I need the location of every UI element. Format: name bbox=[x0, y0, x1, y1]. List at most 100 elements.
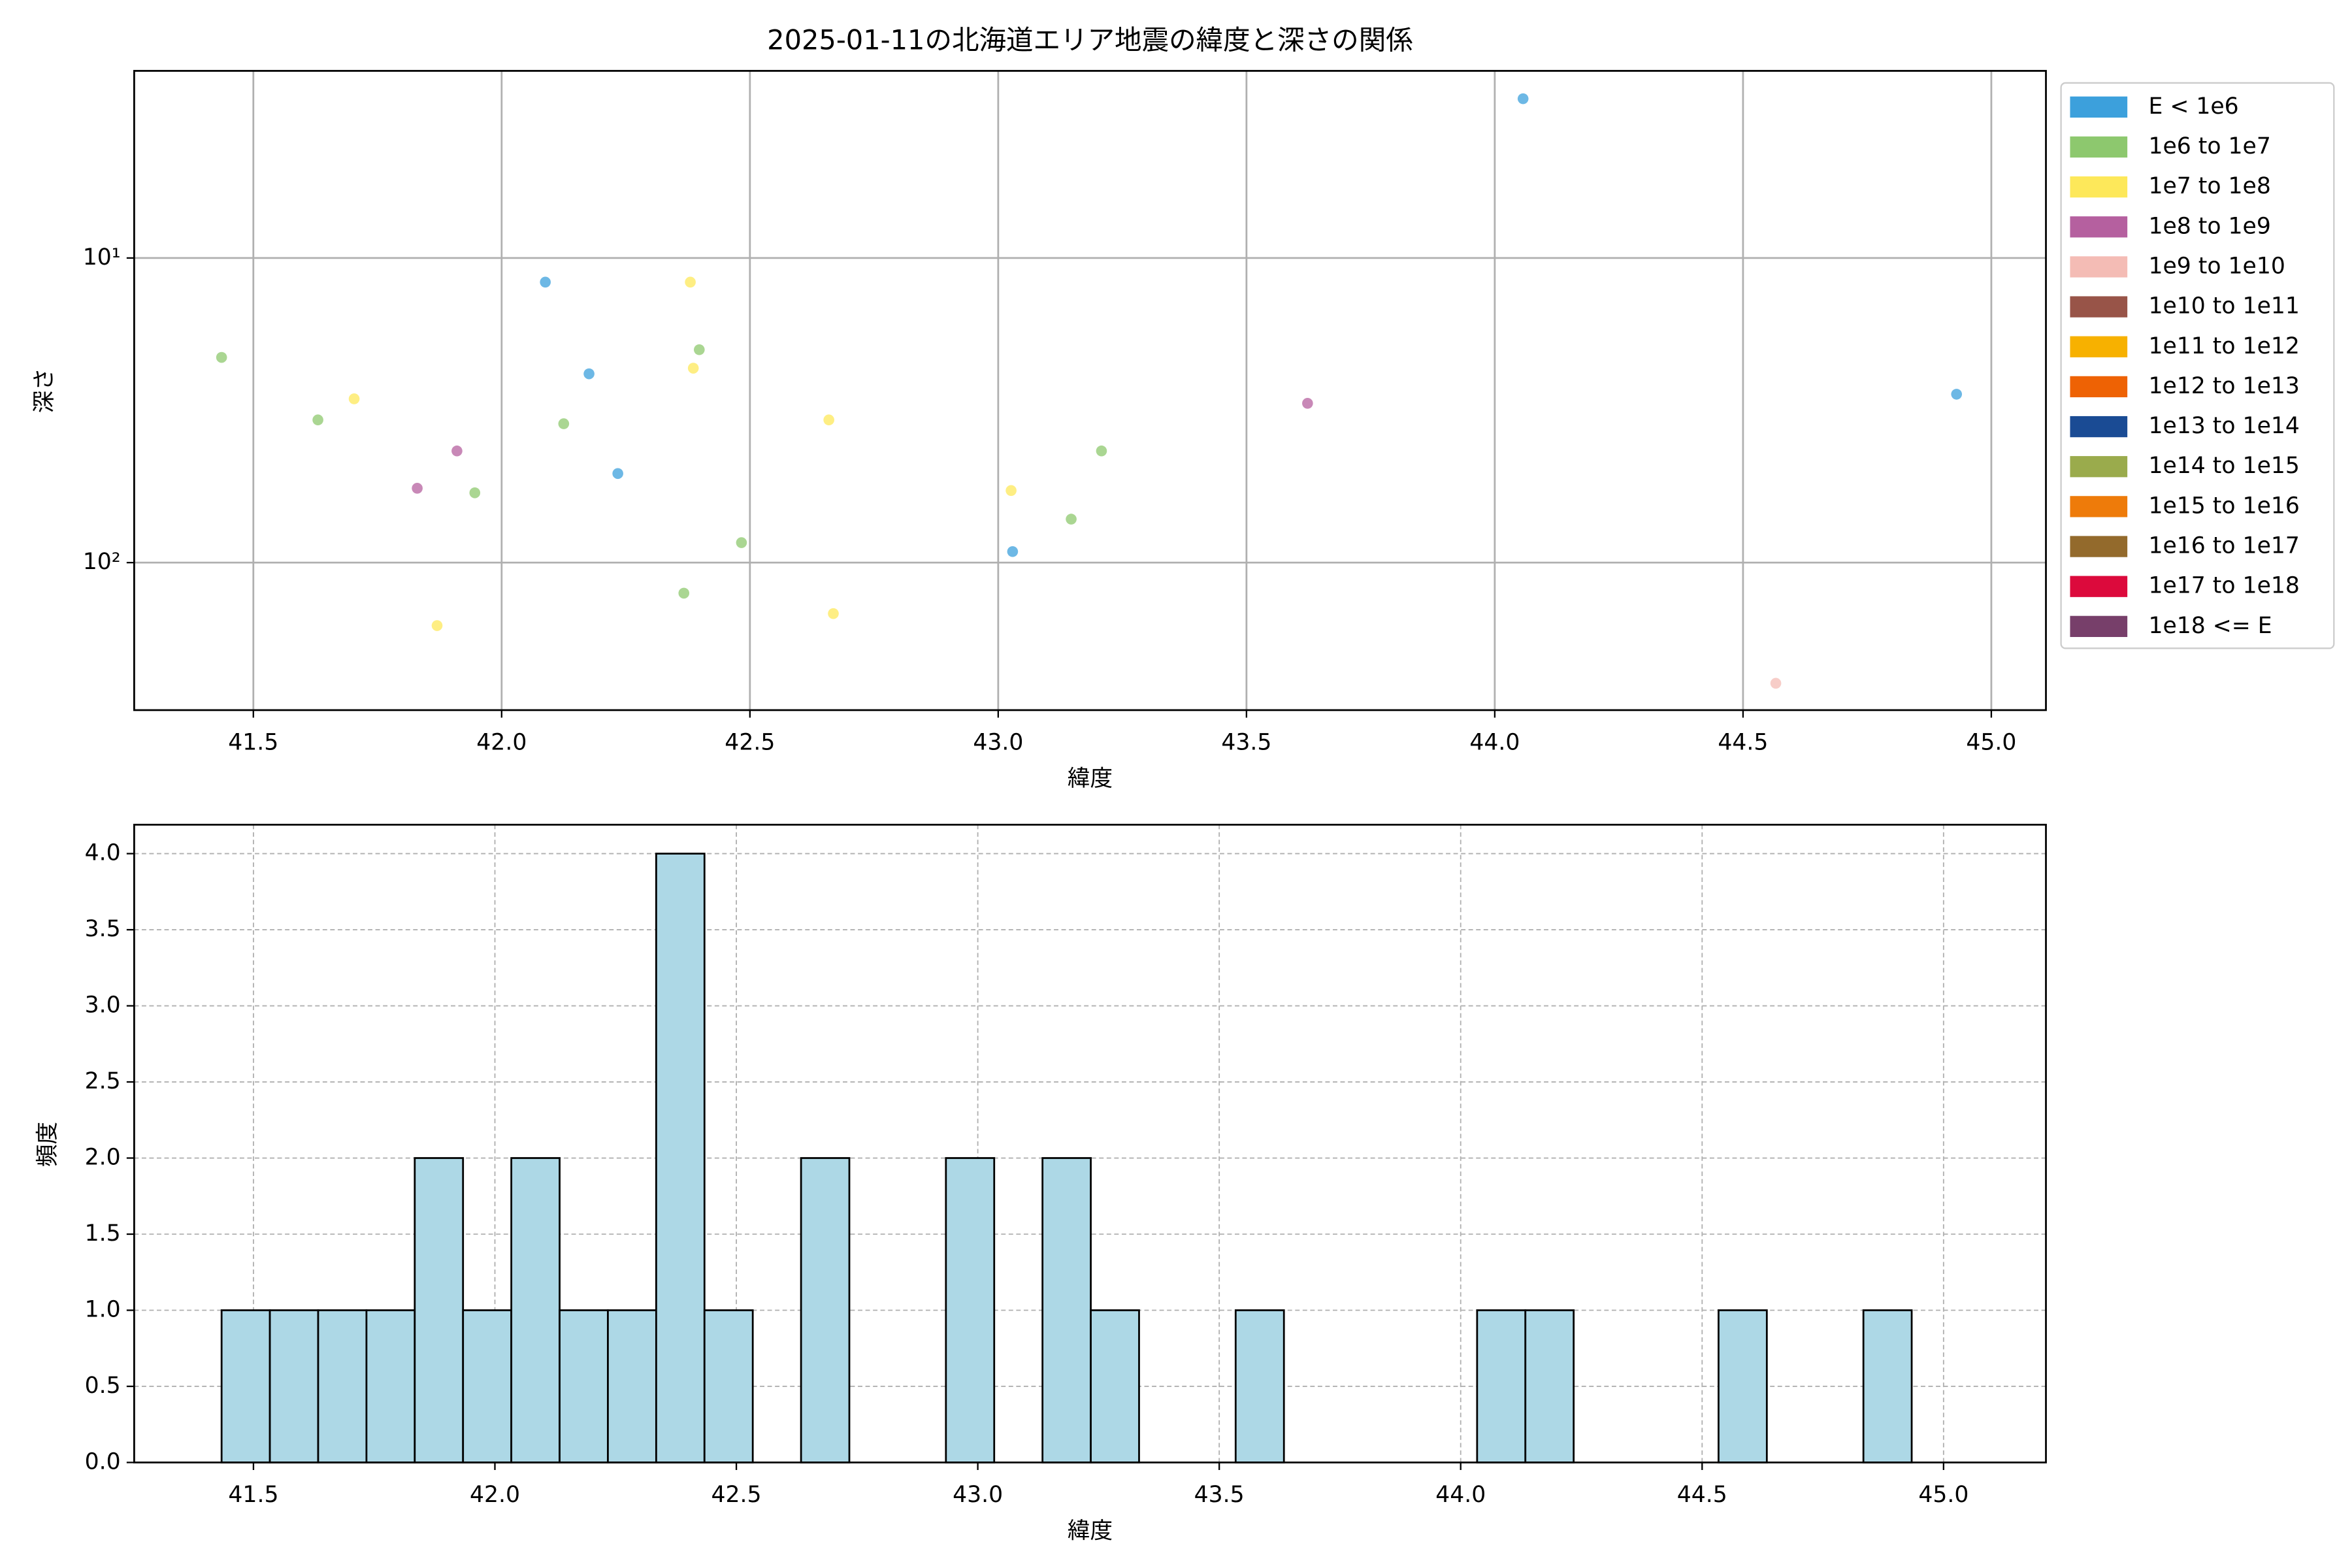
legend-label: E < 1e6 bbox=[2148, 93, 2238, 120]
y-tick-label: 1.0 bbox=[85, 1296, 121, 1322]
x-tick-label: 41.5 bbox=[228, 1482, 278, 1508]
legend-swatch bbox=[2070, 576, 2128, 597]
histogram-bar bbox=[703, 1309, 754, 1463]
y-tick-label: 10² bbox=[83, 549, 121, 575]
histogram-bar bbox=[1524, 1309, 1575, 1463]
scatter-point bbox=[678, 587, 690, 599]
legend-swatch bbox=[2070, 336, 2128, 357]
legend-swatch bbox=[2070, 615, 2128, 637]
legend-label: 1e13 to 1e14 bbox=[2148, 413, 2299, 439]
scatter-point bbox=[1066, 514, 1077, 525]
histogram-bar bbox=[559, 1309, 609, 1463]
histogram-bar bbox=[655, 853, 706, 1463]
y-axis-label: 深さ bbox=[31, 368, 57, 413]
x-tick-label: 42.0 bbox=[470, 1482, 520, 1508]
x-tick-label: 44.5 bbox=[1677, 1482, 1727, 1508]
scatter-point bbox=[1951, 389, 1963, 400]
legend-label: 1e14 to 1e15 bbox=[2148, 453, 2299, 479]
x-tick-label: 43.5 bbox=[1194, 1482, 1245, 1508]
histogram-bar bbox=[1234, 1309, 1285, 1463]
x-axis-label: 緯度 bbox=[1068, 766, 1113, 792]
y-tick-label: 3.5 bbox=[85, 916, 121, 942]
histogram-bar bbox=[945, 1157, 996, 1463]
scatter-point bbox=[1005, 485, 1017, 497]
histogram-bar bbox=[269, 1309, 319, 1463]
y-tick-label: 0.0 bbox=[85, 1448, 121, 1475]
legend-label: 1e9 to 1e10 bbox=[2148, 253, 2285, 279]
axes-frame bbox=[133, 823, 2047, 1463]
histogram-bar bbox=[317, 1309, 368, 1463]
legend-swatch bbox=[2070, 416, 2128, 438]
y-axis-label: 頻度 bbox=[35, 1122, 61, 1167]
histogram-bar bbox=[1862, 1309, 1913, 1463]
x-tick-label: 42.0 bbox=[476, 730, 527, 756]
y-tick-label: 3.0 bbox=[85, 992, 121, 1019]
scatter-point bbox=[1302, 398, 1313, 409]
scatter-point bbox=[1517, 93, 1529, 105]
histogram-bar bbox=[220, 1309, 271, 1463]
x-tick-label: 41.5 bbox=[228, 730, 278, 756]
x-tick-label: 43.0 bbox=[973, 730, 1023, 756]
x-tick-label: 45.0 bbox=[1918, 1482, 1968, 1508]
scatter-point bbox=[312, 414, 323, 426]
legend-swatch bbox=[2070, 176, 2128, 198]
scatter-point bbox=[1096, 445, 1107, 457]
scatter-point bbox=[1770, 678, 1782, 689]
scatter-point bbox=[736, 537, 747, 548]
scatter-point bbox=[1007, 546, 1019, 557]
x-tick-label: 44.0 bbox=[1469, 730, 1520, 756]
scatter-point bbox=[823, 414, 834, 426]
legend-label: 1e10 to 1e11 bbox=[2148, 293, 2299, 319]
x-tick-label: 44.5 bbox=[1718, 730, 1768, 756]
histogram-bar bbox=[1718, 1309, 1768, 1463]
scatter-point bbox=[694, 344, 705, 355]
y-tick-label: 2.5 bbox=[85, 1068, 121, 1094]
scatter-point bbox=[583, 368, 595, 380]
scatter-point bbox=[828, 608, 839, 619]
x-tick-label: 43.5 bbox=[1221, 730, 1271, 756]
histogram-bar bbox=[800, 1157, 851, 1463]
legend-swatch bbox=[2070, 496, 2128, 517]
scatter-point bbox=[687, 363, 699, 374]
histogram-bar bbox=[414, 1157, 465, 1463]
legend-label: 1e8 to 1e9 bbox=[2148, 213, 2270, 239]
y-tick-label: 0.5 bbox=[85, 1373, 121, 1399]
legend-label: 1e6 to 1e7 bbox=[2148, 133, 2270, 159]
legend-label: 1e17 to 1e18 bbox=[2148, 573, 2299, 599]
legend-swatch bbox=[2070, 536, 2128, 557]
scatter-point bbox=[431, 620, 443, 631]
scatter-point bbox=[412, 483, 423, 494]
legend-swatch bbox=[2070, 256, 2128, 278]
legend-label: 1e7 to 1e8 bbox=[2148, 173, 2270, 199]
y-tick-label: 10¹ bbox=[83, 244, 121, 270]
legend-label: 1e12 to 1e13 bbox=[2148, 373, 2299, 399]
scatter-point bbox=[348, 393, 360, 404]
scatter-point bbox=[540, 276, 551, 288]
scatter-point bbox=[685, 276, 696, 288]
x-tick-label: 42.5 bbox=[725, 730, 775, 756]
histogram-bar bbox=[510, 1157, 561, 1463]
legend-swatch bbox=[2070, 136, 2128, 158]
legend-swatch bbox=[2070, 456, 2128, 478]
histogram-bar bbox=[607, 1309, 657, 1463]
y-tick-label: 2.0 bbox=[85, 1145, 121, 1171]
histogram-bar bbox=[1476, 1309, 1527, 1463]
chart-title: 2025-01-11の北海道エリア地震の緯度と深さの関係 bbox=[767, 24, 1413, 56]
legend-box bbox=[2060, 82, 2335, 649]
x-tick-label: 42.5 bbox=[711, 1482, 762, 1508]
histogram-bar bbox=[1041, 1157, 1092, 1463]
scatter-point bbox=[216, 351, 227, 363]
legend-label: 1e18 <= E bbox=[2148, 613, 2272, 639]
histogram-bar bbox=[365, 1309, 416, 1463]
y-tick-label: 4.0 bbox=[85, 840, 121, 866]
legend-swatch bbox=[2070, 96, 2128, 118]
legend-label: 1e16 to 1e17 bbox=[2148, 533, 2299, 559]
y-tick-label: 1.5 bbox=[85, 1220, 121, 1247]
x-axis-label: 緯度 bbox=[1068, 1518, 1113, 1544]
scatter-point bbox=[612, 468, 623, 480]
histogram-bar bbox=[1090, 1309, 1140, 1463]
